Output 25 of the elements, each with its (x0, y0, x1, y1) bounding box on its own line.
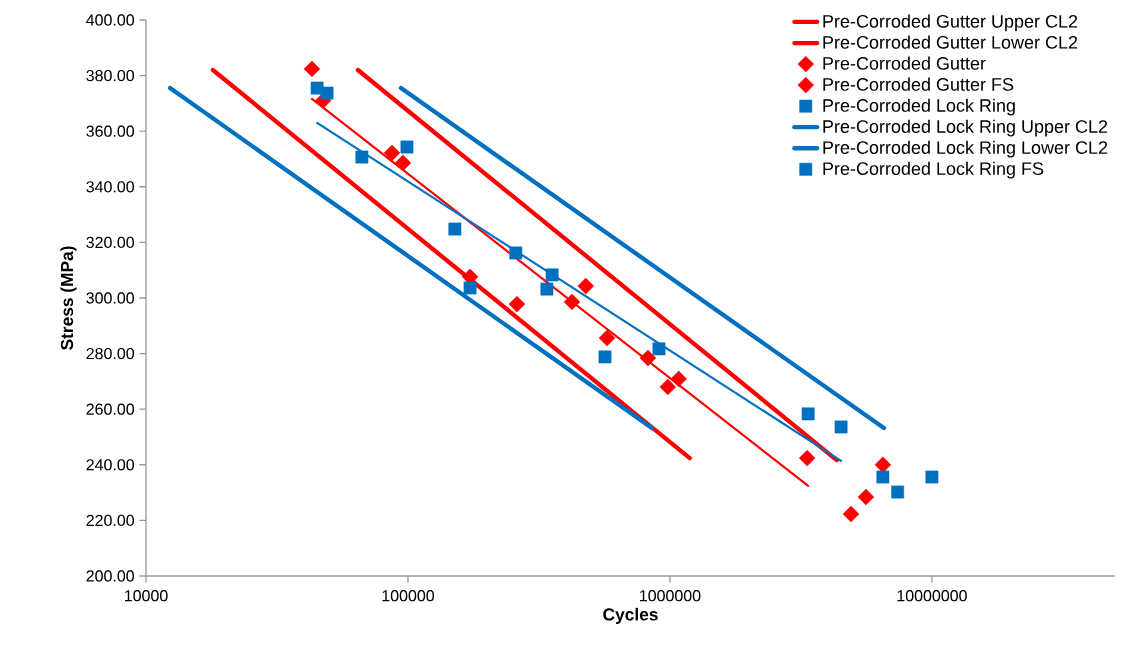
y-axis-title: Stress (MPa) (60, 246, 77, 350)
x-tick-label: 10000 (124, 590, 168, 602)
y-tick-label: 340.00 (86, 181, 135, 193)
y-tick-label: 300.00 (86, 292, 135, 304)
legend-label: Pre-Corroded Lock Ring Lower CL2 (823, 140, 1108, 158)
y-tick-label: 200.00 (86, 570, 135, 582)
legend-label: Pre-Corroded Lock Ring Upper CL2 (823, 119, 1108, 137)
y-tick-label: 400.00 (86, 14, 135, 26)
y-tick-label: 220.00 (86, 514, 135, 527)
x-axis-title: Cycles (603, 607, 658, 624)
legend-label: Pre-Corroded Gutter Lower CL2 (823, 35, 1078, 49)
y-tick-label: 240.00 (86, 459, 135, 471)
y-tick-label: 260.00 (86, 403, 135, 415)
x-tick-label: 1000000 (640, 590, 701, 602)
legend-label: Pre-Corroded Lock Ring FS (823, 161, 1044, 179)
y-tick-label: 320.00 (86, 236, 135, 249)
x-tick-label: 100000 (382, 590, 435, 602)
y-tick-label: 360.00 (86, 125, 135, 137)
legend-label: Pre-Corroded Gutter FS (823, 77, 1014, 91)
legend-label: Pre-Corroded Lock Ring (823, 98, 1015, 116)
legend-label: Pre-Corroded Gutter Upper CL2 (823, 14, 1078, 32)
x-tick-label: 10000000 (897, 590, 967, 602)
y-tick-label: 380.00 (86, 69, 135, 82)
legend-label: Pre-Corroded Gutter (823, 56, 986, 70)
y-tick-label: 280.00 (86, 347, 135, 360)
